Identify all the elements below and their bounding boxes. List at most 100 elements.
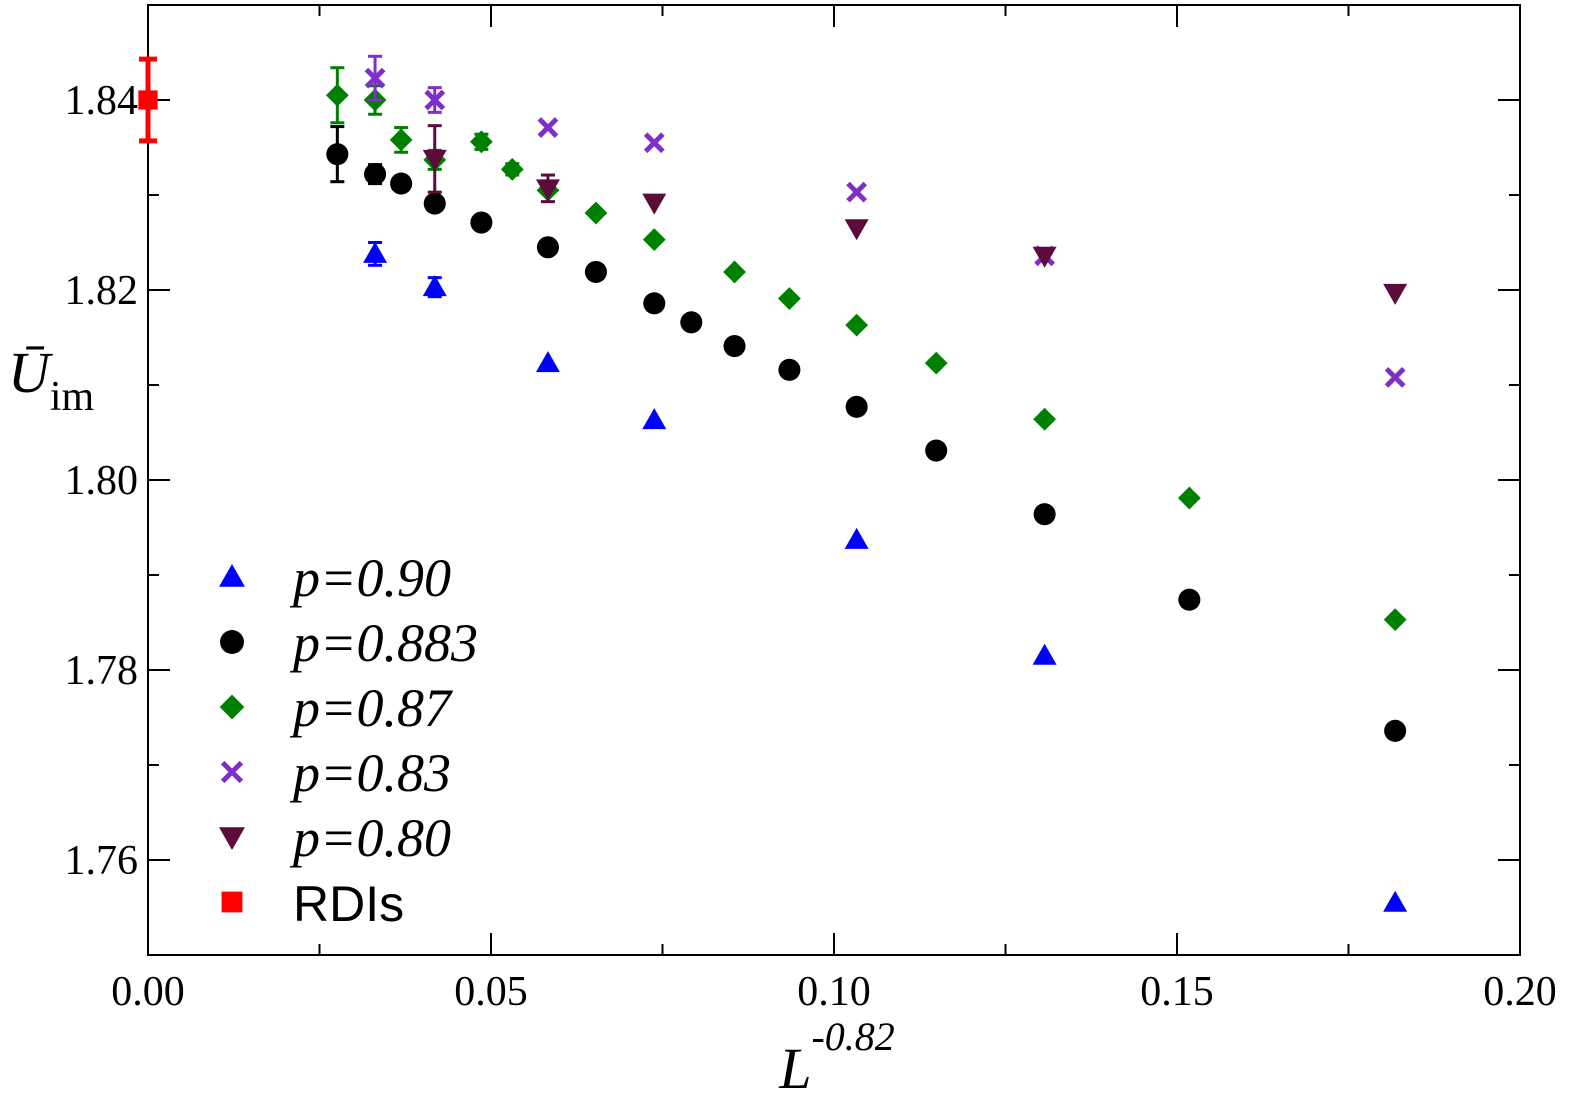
data-point bbox=[925, 439, 948, 462]
data-point bbox=[537, 117, 559, 138]
x-tick-label: 0.00 bbox=[111, 969, 185, 1015]
data-point-stroke bbox=[364, 67, 386, 89]
data-point bbox=[535, 351, 560, 373]
legend-label: p=0.87 bbox=[289, 678, 453, 738]
data-point-stroke bbox=[846, 181, 868, 203]
data-point bbox=[363, 241, 388, 263]
data-point bbox=[1032, 643, 1057, 665]
data-point bbox=[364, 67, 386, 89]
data-point bbox=[1383, 890, 1408, 912]
legend-label: RDIs bbox=[293, 876, 404, 932]
data-point bbox=[924, 351, 948, 375]
y-tick-label: 1.84 bbox=[65, 78, 139, 124]
data-point-stroke bbox=[1384, 366, 1406, 388]
legend-label: p=0.883 bbox=[289, 613, 478, 673]
legend-label: p=0.90 bbox=[289, 548, 451, 608]
data-point bbox=[469, 130, 493, 154]
data-point bbox=[584, 201, 608, 225]
data-series bbox=[138, 54, 1408, 912]
series-p-0-883 bbox=[326, 125, 1407, 742]
data-point bbox=[390, 172, 413, 195]
legend-marker bbox=[219, 827, 245, 850]
data-point bbox=[642, 228, 666, 252]
series-p-0-90 bbox=[363, 241, 1408, 912]
data-point bbox=[422, 275, 447, 297]
data-point bbox=[1033, 407, 1057, 431]
y-tick-label: 1.80 bbox=[65, 458, 139, 504]
y-axis-title: Ūim bbox=[8, 340, 95, 420]
legend-marker bbox=[219, 564, 245, 587]
data-point bbox=[1383, 608, 1407, 632]
legend-marker bbox=[220, 630, 244, 654]
axis-titles: L-0.82 Ūim bbox=[8, 340, 895, 1100]
legend-marker bbox=[220, 760, 244, 784]
data-point bbox=[1383, 283, 1408, 305]
data-point bbox=[535, 179, 560, 201]
legend-entry: p=0.883 bbox=[220, 613, 478, 673]
data-point bbox=[643, 132, 665, 154]
data-point bbox=[389, 128, 413, 152]
data-point bbox=[1032, 246, 1057, 268]
data-point bbox=[138, 90, 158, 110]
legend-entry: p=0.83 bbox=[220, 743, 451, 803]
y-axis-title-base: Ū bbox=[8, 340, 54, 405]
data-point bbox=[680, 311, 703, 334]
data-point bbox=[723, 260, 746, 284]
data-point bbox=[500, 157, 524, 181]
legend-entry: p=0.90 bbox=[219, 548, 451, 608]
legend-entry: RDIs bbox=[221, 876, 404, 932]
x-axis-title: L-0.82 bbox=[778, 1014, 895, 1100]
data-point bbox=[846, 181, 868, 203]
data-point bbox=[325, 83, 349, 107]
legend-marker-stroke bbox=[220, 760, 244, 784]
y-tick-label: 1.78 bbox=[65, 648, 139, 694]
y-tick-label: 1.82 bbox=[65, 268, 139, 314]
data-point bbox=[844, 219, 869, 241]
legend-entry: p=0.87 bbox=[219, 678, 453, 738]
data-point bbox=[1033, 503, 1056, 526]
data-point bbox=[1177, 486, 1201, 510]
data-point bbox=[364, 163, 387, 186]
data-point bbox=[1178, 588, 1201, 611]
data-point bbox=[1384, 366, 1406, 388]
data-point bbox=[643, 292, 666, 315]
data-point bbox=[584, 260, 607, 283]
data-point bbox=[536, 236, 559, 259]
data-point bbox=[723, 335, 746, 358]
x-tick-label: 0.20 bbox=[1483, 969, 1557, 1015]
legend-marker bbox=[219, 694, 245, 720]
data-point-stroke bbox=[643, 132, 665, 154]
y-axis-title-subscript: im bbox=[50, 374, 95, 420]
series-rdis bbox=[138, 56, 158, 144]
series-p-0-83 bbox=[364, 54, 1406, 388]
axes: 0.00 0.05 0.10 0.15 0.20 1.76 1.78 1.80 1.82 1.84 bbox=[65, 4, 1557, 1015]
data-point bbox=[642, 193, 667, 215]
y-tick-label: 1.76 bbox=[65, 838, 139, 884]
x-axis-title-exponent: -0.82 bbox=[811, 1014, 894, 1059]
data-point-stroke bbox=[424, 89, 446, 111]
data-point bbox=[778, 358, 801, 381]
series-p-0-87 bbox=[325, 66, 1407, 632]
data-point bbox=[845, 395, 868, 418]
legend-entry: p=0.80 bbox=[219, 808, 451, 868]
legend-label: p=0.83 bbox=[289, 743, 451, 803]
data-point bbox=[844, 527, 869, 549]
x-tick-label: 0.15 bbox=[1140, 969, 1214, 1015]
data-point bbox=[423, 192, 446, 215]
data-point bbox=[1384, 719, 1407, 742]
data-point bbox=[470, 211, 493, 234]
data-point bbox=[326, 143, 349, 166]
legend-marker bbox=[221, 891, 243, 913]
series-p-0-80 bbox=[422, 124, 1408, 305]
data-point bbox=[642, 408, 667, 430]
x-tick-label: 0.10 bbox=[797, 969, 871, 1015]
data-point bbox=[778, 287, 801, 310]
x-tick-label: 0.05 bbox=[454, 969, 528, 1015]
data-point bbox=[424, 89, 446, 111]
x-axis-title-base: L bbox=[778, 1036, 811, 1100]
legend-label: p=0.80 bbox=[289, 808, 451, 868]
data-point-stroke bbox=[537, 117, 559, 138]
data-point bbox=[422, 149, 447, 171]
